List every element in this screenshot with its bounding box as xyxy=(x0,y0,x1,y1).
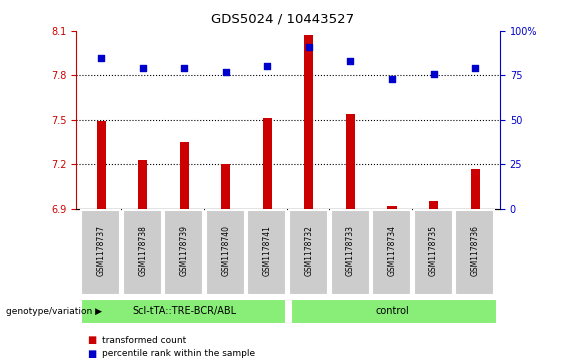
FancyBboxPatch shape xyxy=(414,209,453,295)
FancyBboxPatch shape xyxy=(247,209,286,295)
Text: Scl-tTA::TRE-BCR/ABL: Scl-tTA::TRE-BCR/ABL xyxy=(132,306,236,316)
Text: GSM1178736: GSM1178736 xyxy=(471,225,480,276)
Bar xyxy=(180,142,189,363)
Text: GSM1178735: GSM1178735 xyxy=(429,225,438,276)
Point xyxy=(471,65,480,71)
Point xyxy=(388,76,397,82)
Point xyxy=(305,44,314,50)
Text: GSM1178738: GSM1178738 xyxy=(138,225,147,276)
Text: control: control xyxy=(375,306,409,316)
Text: transformed count: transformed count xyxy=(102,336,186,345)
Point xyxy=(97,54,106,60)
Point xyxy=(346,58,355,64)
Text: GSM1178733: GSM1178733 xyxy=(346,225,355,276)
Bar xyxy=(471,169,480,363)
FancyBboxPatch shape xyxy=(164,209,203,295)
FancyBboxPatch shape xyxy=(81,299,286,323)
FancyBboxPatch shape xyxy=(289,209,328,295)
FancyBboxPatch shape xyxy=(372,209,411,295)
Bar xyxy=(429,201,438,363)
Bar xyxy=(263,118,272,363)
Bar xyxy=(388,206,397,363)
Text: ■: ■ xyxy=(88,349,97,359)
FancyBboxPatch shape xyxy=(331,209,370,295)
Text: GSM1178732: GSM1178732 xyxy=(305,225,314,276)
Bar xyxy=(97,121,106,363)
FancyBboxPatch shape xyxy=(206,209,245,295)
Point xyxy=(429,71,438,77)
Bar xyxy=(138,160,147,363)
Text: GSM1178739: GSM1178739 xyxy=(180,225,189,276)
Text: GSM1178737: GSM1178737 xyxy=(97,225,106,276)
Point xyxy=(138,65,147,71)
Text: GSM1178740: GSM1178740 xyxy=(221,225,231,276)
Text: GSM1178741: GSM1178741 xyxy=(263,225,272,276)
Point xyxy=(221,69,231,75)
FancyBboxPatch shape xyxy=(81,209,120,295)
Text: GSM1178734: GSM1178734 xyxy=(388,225,397,276)
Text: GDS5024 / 10443527: GDS5024 / 10443527 xyxy=(211,13,354,26)
Text: percentile rank within the sample: percentile rank within the sample xyxy=(102,350,255,358)
FancyBboxPatch shape xyxy=(292,299,497,323)
Point xyxy=(180,65,189,71)
Text: genotype/variation ▶: genotype/variation ▶ xyxy=(6,307,102,316)
FancyBboxPatch shape xyxy=(455,209,494,295)
Bar xyxy=(305,35,314,363)
FancyBboxPatch shape xyxy=(123,209,162,295)
Point xyxy=(263,64,272,69)
Text: ■: ■ xyxy=(88,335,97,346)
Bar xyxy=(221,164,231,363)
Bar xyxy=(346,114,355,363)
